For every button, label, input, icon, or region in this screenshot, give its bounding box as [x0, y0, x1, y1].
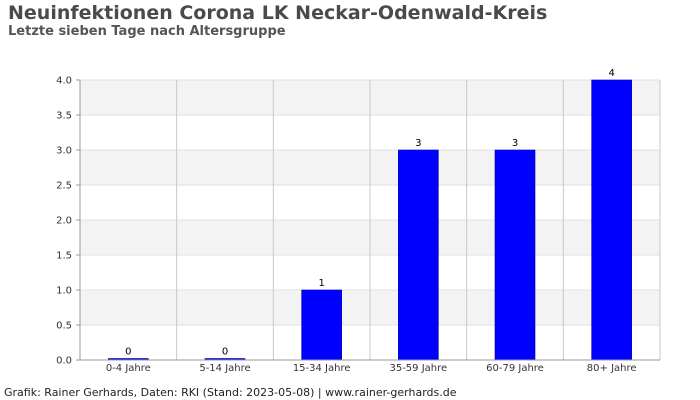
- data-label-4: 3: [512, 138, 518, 149]
- axes: [76, 79, 660, 361]
- y-tick-label-8: 4.0: [56, 76, 72, 87]
- y-tick-label-1: 0.5: [56, 321, 72, 332]
- data-labels: 0 0 1 3 3 4: [125, 68, 615, 358]
- data-label-2: 1: [318, 278, 324, 289]
- x-tick-label-0: 0-4 Jahre: [106, 363, 151, 374]
- x-tick-labels: 0-4 Jahre 5-14 Jahre 15-34 Jahre 35-59 Jahr…: [106, 363, 637, 374]
- source-footer: Grafik: Rainer Gerhards, Daten: RKI (Sta…: [4, 386, 457, 399]
- data-label-0: 0: [125, 347, 131, 358]
- chart-subtitle: Letzte sieben Tage nach Altersgruppe: [8, 24, 286, 39]
- bars: [108, 79, 632, 361]
- bar-3: [398, 149, 439, 361]
- y-tick-labels: 0.0 0.5 1.0 1.5 2.0 2.5 3.0 3.5 4.0: [56, 76, 72, 367]
- y-tick-label-5: 2.5: [56, 181, 72, 192]
- x-tick-label-2: 15-34 Jahre: [293, 363, 351, 374]
- y-tick-label-2: 1.0: [56, 286, 72, 297]
- y-tick-label-3: 1.5: [56, 251, 72, 262]
- y-tick-label-7: 3.5: [56, 111, 72, 122]
- x-tick-label-5: 80+ Jahre: [587, 363, 637, 374]
- data-label-5: 4: [608, 68, 614, 79]
- bar-5: [591, 79, 632, 361]
- y-tick-label-0: 0.0: [56, 356, 72, 367]
- data-label-1: 0: [222, 347, 228, 358]
- x-tick-label-1: 5-14 Jahre: [199, 363, 250, 374]
- bar-2: [301, 289, 342, 361]
- chart-title: Neuinfektionen Corona LK Neckar-Odenwald…: [8, 2, 548, 24]
- x-tick-label-3: 35-59 Jahre: [389, 363, 447, 374]
- x-tick-label-4: 60-79 Jahre: [486, 363, 544, 374]
- bar-4: [494, 149, 536, 361]
- data-label-3: 3: [415, 138, 421, 149]
- y-tick-label-6: 3.0: [56, 146, 72, 157]
- y-tick-label-4: 2.0: [56, 216, 72, 227]
